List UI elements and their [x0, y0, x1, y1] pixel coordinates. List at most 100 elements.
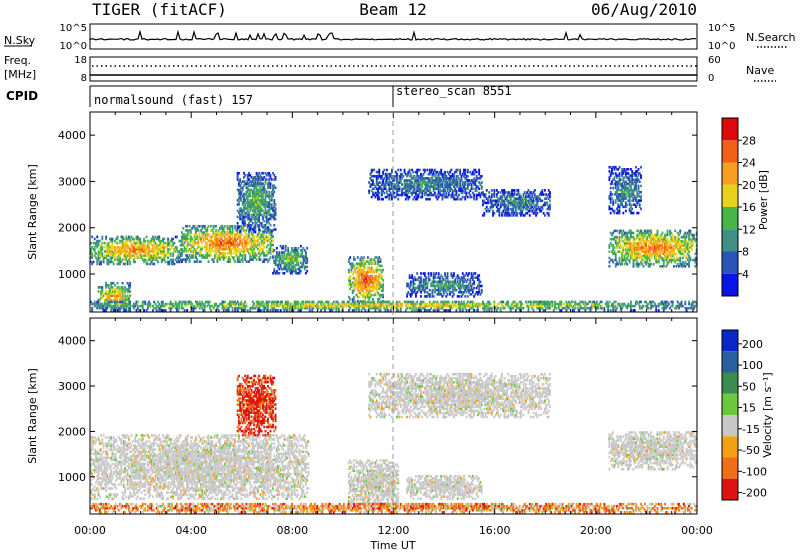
echo-cell: [378, 274, 381, 278]
echo-cell: [303, 257, 306, 260]
echo-cell: [509, 197, 512, 200]
echo-cell: [461, 278, 464, 282]
echo-cell: [432, 278, 435, 282]
echo-cell: [265, 237, 268, 241]
echo-cell: [111, 290, 114, 293]
echo-cell: [146, 250, 149, 253]
echo-cell: [297, 267, 300, 271]
echo-cell: [358, 262, 360, 266]
echo-cell: [355, 266, 358, 270]
echo-cell: [416, 290, 419, 294]
echo-cell: [237, 258, 240, 261]
echo-cell: [246, 235, 249, 238]
echo-cell: [473, 168, 476, 172]
echo-cell: [168, 241, 171, 245]
echo-cell: [296, 249, 298, 252]
echo-cell: [659, 254, 661, 258]
echo-cell: [372, 174, 374, 178]
echo-cell: [469, 282, 472, 286]
echo-cell: [294, 269, 297, 273]
echo-cell: [411, 288, 414, 292]
echo-cell: [538, 193, 541, 196]
echo-cell: [374, 274, 377, 278]
echo-cell: [420, 284, 422, 288]
echo-cell: [445, 181, 448, 184]
echo-cell: [431, 293, 434, 296]
echo-cell: [641, 258, 644, 262]
echo-cell: [254, 243, 257, 247]
echo-cell: [183, 241, 186, 245]
echo-cell: [205, 241, 207, 245]
echo-cell: [506, 199, 508, 203]
echo-cell: [671, 233, 674, 237]
echo-cell: [459, 288, 462, 292]
echo-cell: [378, 283, 381, 286]
echo-cell: [241, 258, 244, 261]
echo-cell: [506, 214, 508, 217]
echo-cell: [407, 183, 410, 186]
echo-cell: [447, 286, 450, 290]
echo-cell: [264, 171, 267, 175]
echo-cell: [273, 249, 276, 252]
echo-cell: [666, 260, 669, 264]
echo-cell: [144, 243, 147, 247]
echo-cell: [298, 271, 301, 275]
echo-cell: [621, 254, 623, 258]
echo-cell: [351, 289, 354, 293]
echo-cell: [363, 266, 366, 270]
echo-cell: [361, 258, 364, 261]
echo-cell: [435, 172, 438, 176]
echo-cell: [116, 294, 119, 297]
echo-cell: [545, 197, 548, 200]
echo-cell: [456, 197, 459, 201]
echo-cell: [404, 179, 407, 182]
echo-cell: [192, 243, 195, 247]
echo-cell: [503, 203, 506, 207]
nave-tick-top: 60: [708, 55, 721, 66]
echo-cell: [380, 293, 383, 297]
echo-cell: [629, 244, 632, 247]
echo-cell: [383, 191, 386, 195]
echo-cell: [112, 252, 115, 255]
noise-panel: N.Sky 10^5 10^0 10^5 10^0 N.Search: [4, 23, 796, 52]
echo-cell: [427, 183, 430, 186]
echo-cell: [430, 170, 433, 174]
echo-cell: [384, 187, 387, 191]
echo-cell: [129, 252, 132, 255]
echo-cell: [412, 191, 415, 195]
echo-cell: [206, 245, 209, 249]
echo-cell: [417, 181, 420, 184]
echo-cell: [251, 235, 254, 238]
echo-cell: [626, 248, 629, 251]
echo-cell: [229, 249, 231, 253]
echo-cell: [435, 288, 438, 292]
echo-cell: [230, 237, 233, 241]
echo-cell: [163, 248, 166, 251]
echo-cell: [493, 195, 496, 198]
echo-cell: [351, 272, 354, 276]
echo-cell: [512, 189, 515, 192]
echo-cell: [261, 241, 264, 245]
echo-cell: [359, 270, 362, 274]
echo-cell: [151, 235, 154, 239]
echo-cell: [406, 187, 409, 191]
echo-cell: [294, 251, 297, 254]
echo-cell: [441, 295, 444, 298]
echo-cell: [637, 184, 640, 188]
echo-cell: [651, 242, 654, 245]
echo-cell: [107, 296, 110, 300]
echo-cell: [353, 285, 355, 288]
echo-cell: [379, 295, 382, 299]
echo-cell: [186, 254, 188, 257]
echo-cell: [255, 215, 258, 219]
echo-cell: [121, 237, 124, 241]
echo-cell: [631, 248, 634, 251]
echo-cell: [475, 170, 478, 174]
echo-cell: [251, 254, 254, 257]
echo-cell: [224, 224, 226, 228]
echo-cell: [134, 256, 137, 260]
echo-cell: [414, 278, 417, 282]
echo-cell: [513, 201, 516, 205]
echo-cell: [390, 170, 393, 174]
echo-cell: [277, 253, 280, 256]
